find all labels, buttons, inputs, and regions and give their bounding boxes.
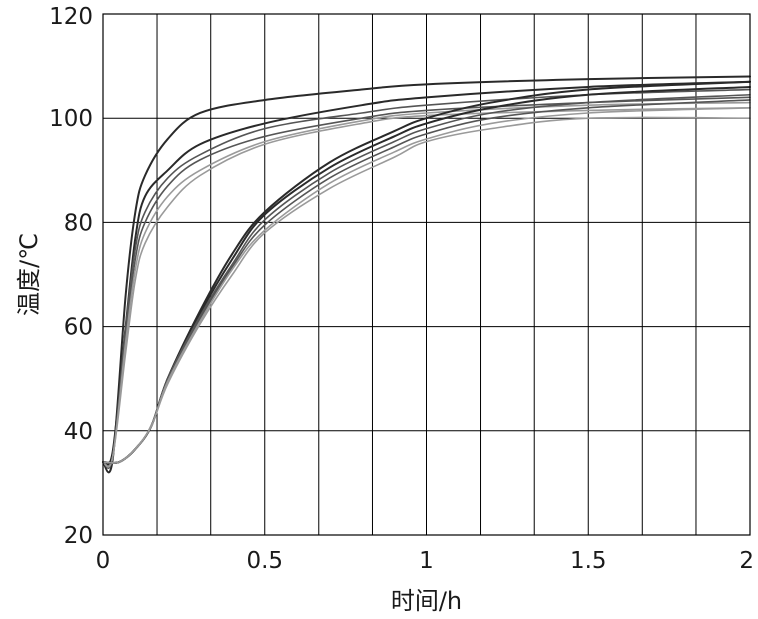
grid-lines: [103, 14, 750, 535]
x-tick-label: 1: [419, 548, 434, 574]
y-tick-labels: 20 40 60 80 100 120: [49, 4, 93, 549]
y-tick-label: 20: [64, 523, 93, 549]
series-line-1: [102, 75, 751, 474]
series-line-5: [102, 101, 751, 468]
x-tick-label: 0.5: [246, 548, 283, 574]
x-tick-label: 0: [96, 548, 111, 574]
series-line-6: [102, 106, 751, 468]
x-axis-label: 时间/h: [391, 587, 462, 615]
y-axis-label: 温度/℃: [15, 233, 43, 316]
y-tick-label: 100: [49, 106, 93, 132]
y-tick-label: 120: [49, 4, 93, 30]
y-tick-label: 80: [64, 210, 93, 236]
x-tick-label: 2: [739, 548, 754, 574]
series-line-12: [102, 116, 751, 464]
x-tick-labels: 0 0.5 1 1.5 2: [96, 548, 754, 574]
x-tick-label: 1.5: [570, 548, 607, 574]
series-lines: [102, 75, 751, 474]
y-tick-label: 40: [64, 419, 93, 445]
plot-frame: [102, 13, 751, 536]
y-tick-label: 60: [64, 315, 93, 341]
